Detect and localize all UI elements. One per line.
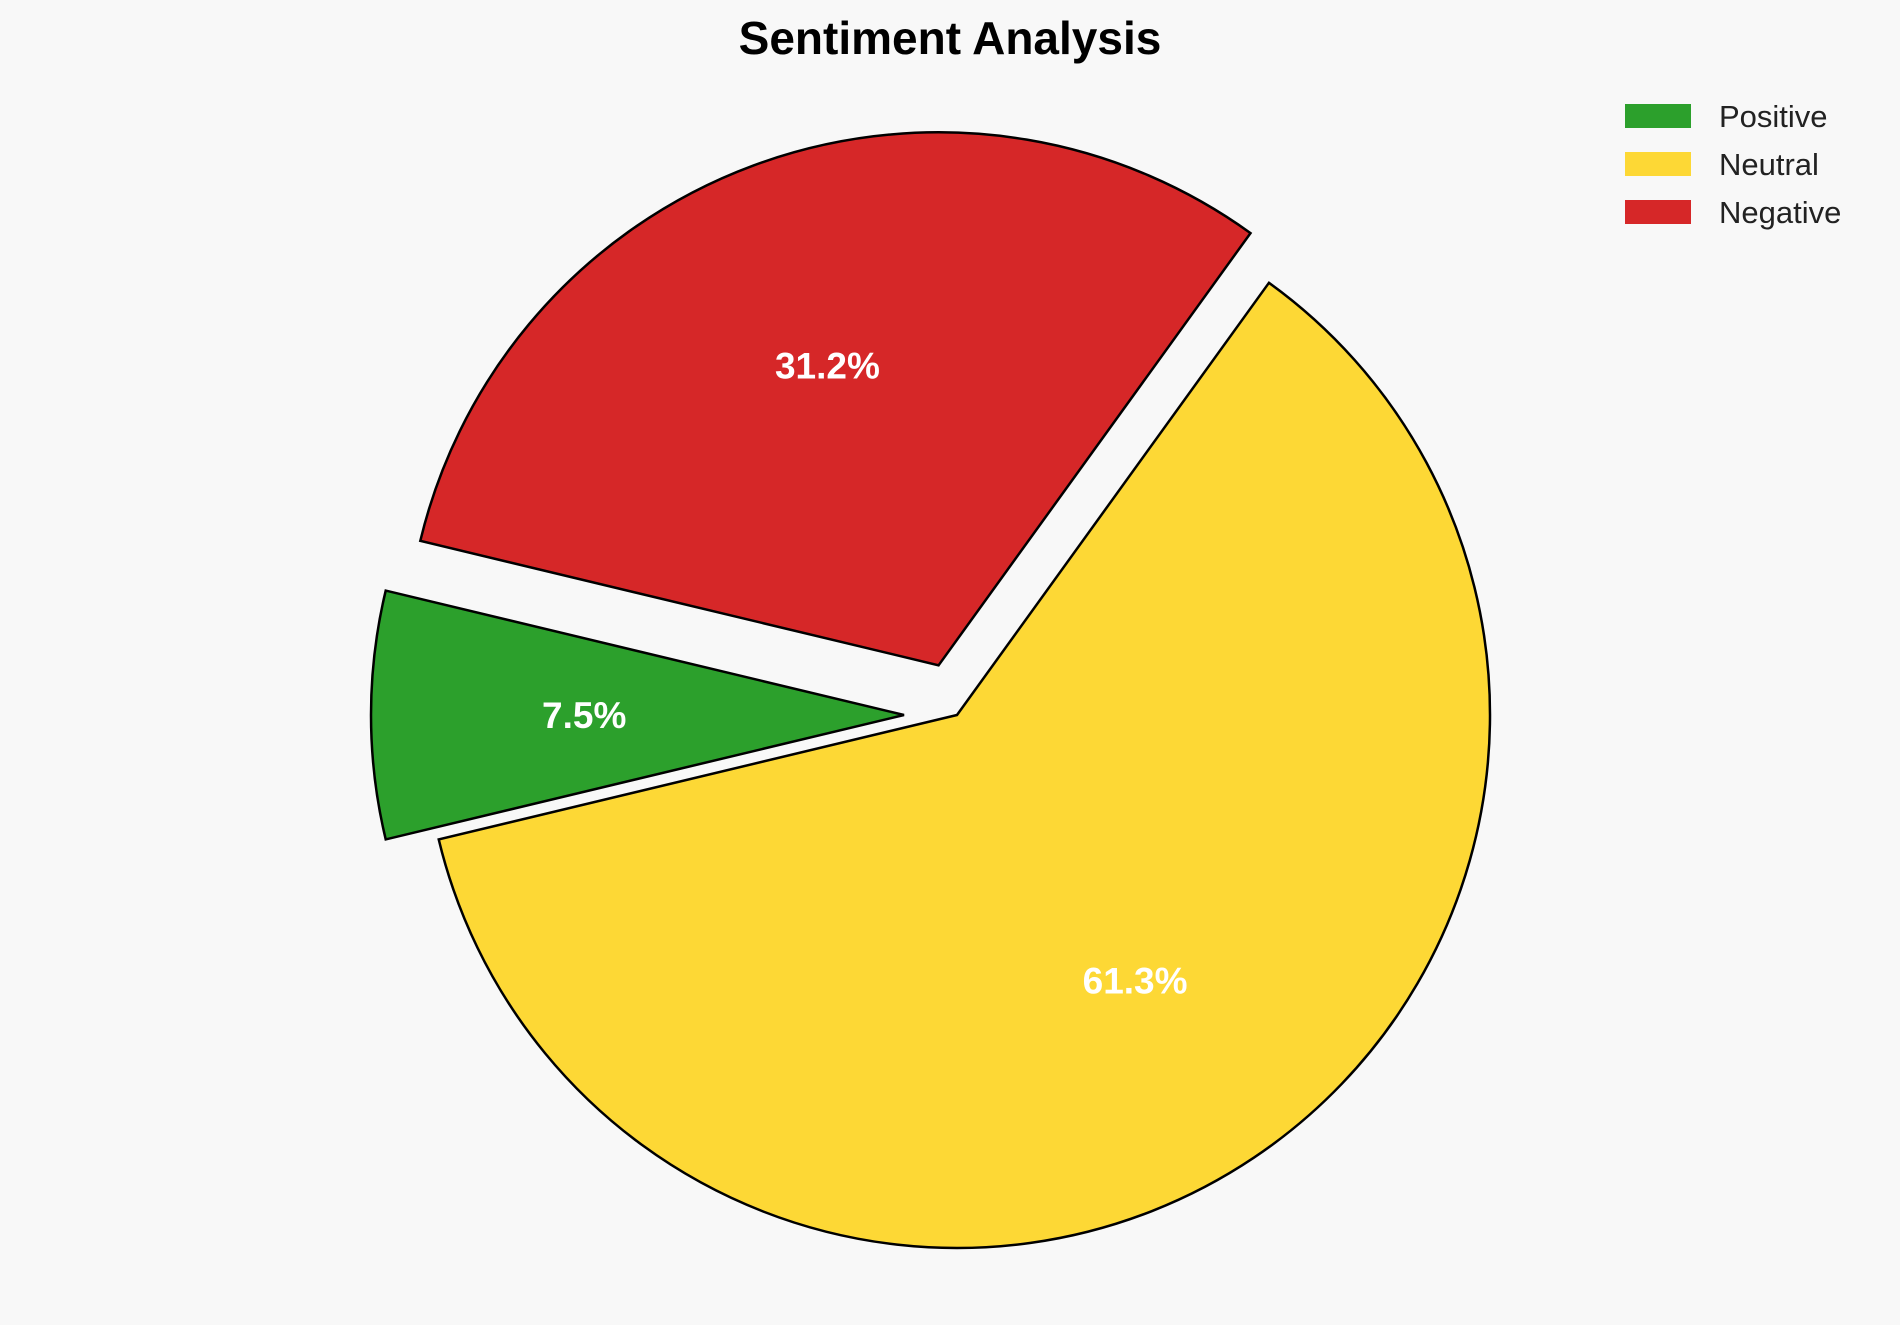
- pie-slice-negative: [418, 131, 1253, 667]
- pie-slices: [369, 131, 1492, 1250]
- legend-swatch-negative: [1625, 200, 1691, 224]
- legend-swatch-positive: [1625, 104, 1691, 128]
- legend: Positive Neutral Negative: [1625, 99, 1841, 230]
- legend-label-negative: Negative: [1719, 195, 1841, 230]
- legend-label-positive: Positive: [1719, 99, 1828, 134]
- chart-title: Sentiment Analysis: [739, 12, 1162, 64]
- slice-label-neutral: 61.3%: [1083, 961, 1188, 1002]
- slice-label-negative: 31.2%: [775, 345, 880, 386]
- legend-label-neutral: Neutral: [1719, 147, 1819, 182]
- pie-slice-labels: 7.5% 61.3% 31.2%: [542, 345, 1188, 1001]
- slice-label-positive: 7.5%: [542, 695, 626, 736]
- pie-slice-neutral: [437, 281, 1492, 1250]
- pie-slice-positive: [369, 589, 905, 841]
- legend-swatch-neutral: [1625, 152, 1691, 176]
